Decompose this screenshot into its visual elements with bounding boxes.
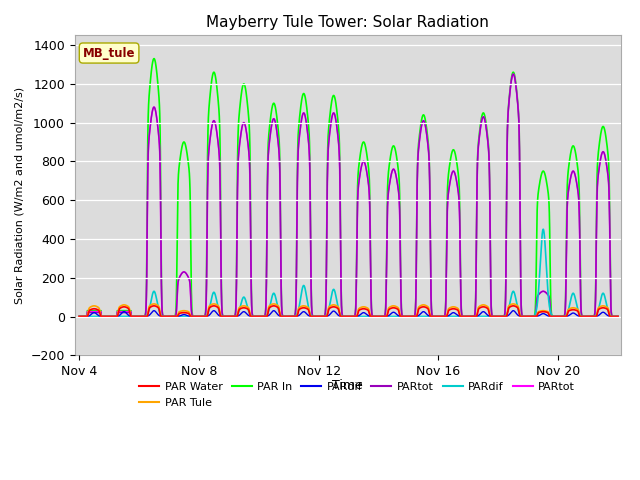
Y-axis label: Solar Radiation (W/m2 and umol/m2/s): Solar Radiation (W/m2 and umol/m2/s): [15, 87, 25, 304]
Legend: PAR Water, PAR Tule, PAR In, PARdif, PARtot, PARdif, PARtot: PAR Water, PAR Tule, PAR In, PARdif, PAR…: [135, 378, 580, 412]
X-axis label: Time: Time: [332, 379, 364, 392]
Title: Mayberry Tule Tower: Solar Radiation: Mayberry Tule Tower: Solar Radiation: [207, 15, 490, 30]
Text: MB_tule: MB_tule: [83, 47, 135, 60]
